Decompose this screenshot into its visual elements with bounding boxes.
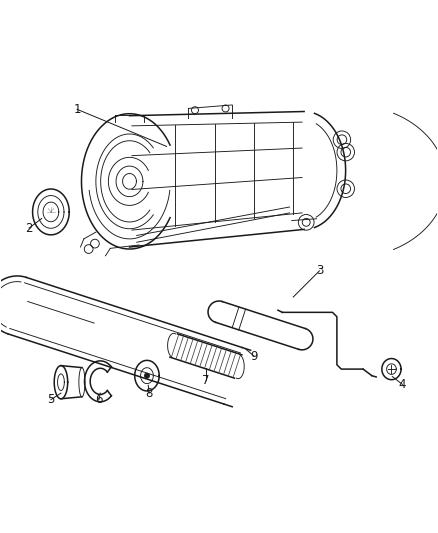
Text: 6: 6: [95, 393, 102, 406]
Text: 4: 4: [399, 378, 406, 391]
Text: 1: 1: [73, 103, 81, 116]
Circle shape: [145, 373, 150, 378]
Text: 7: 7: [202, 374, 210, 386]
Text: 8: 8: [145, 386, 153, 400]
Text: 3: 3: [316, 264, 323, 277]
Text: 9: 9: [250, 350, 258, 362]
Text: 5: 5: [47, 393, 55, 406]
Text: 2: 2: [25, 222, 33, 235]
